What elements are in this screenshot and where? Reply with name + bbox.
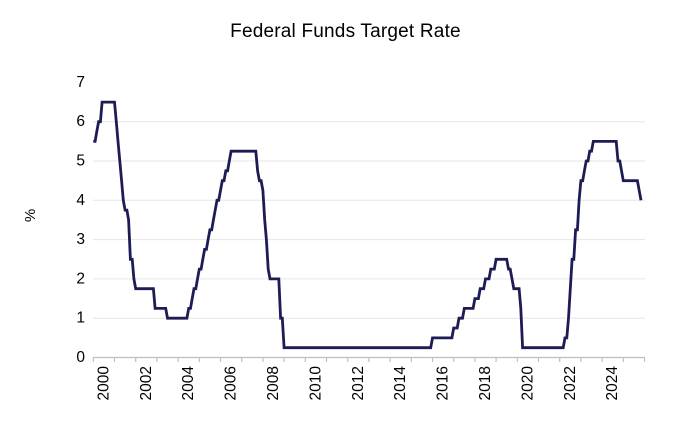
data-series <box>93 100 643 350</box>
chart-title: Federal Funds Target Rate <box>230 21 461 42</box>
x-tick-label: 2016 <box>435 366 452 400</box>
y-tick-label: 1 <box>76 310 85 327</box>
y-tick-label: 5 <box>76 153 85 170</box>
y-tick-label: 0 <box>76 349 85 366</box>
x-tick-label: 2000 <box>95 366 112 401</box>
x-tick-label: 2022 <box>562 366 579 400</box>
x-tick-label: 2024 <box>604 366 621 401</box>
x-tick-label: 2014 <box>392 366 409 401</box>
x-tick-label: 2006 <box>223 366 240 400</box>
y-tick-label: 3 <box>76 231 85 248</box>
x-tick-label: 2012 <box>350 366 367 400</box>
y-tick-label: 4 <box>76 192 85 209</box>
rate-line <box>93 100 643 350</box>
y-tick-label: 2 <box>76 270 85 287</box>
x-tick-label: 2008 <box>265 366 282 400</box>
axes <box>92 356 646 362</box>
x-tick-label: 2018 <box>477 366 494 400</box>
x-tick-label: 2002 <box>138 366 155 400</box>
x-tick-label: 2010 <box>307 366 324 401</box>
axis-tick-labels: 0 1 2 3 4 5 6 7 2000 2002 2004 2006 2008 2010 2012 2014… <box>76 74 621 401</box>
x-tick-label: 2020 <box>519 366 536 401</box>
x-tick-label: 2004 <box>180 366 197 401</box>
y-tick-label: 6 <box>76 113 85 130</box>
y-tick-label: 7 <box>76 74 85 91</box>
gridlines <box>93 121 645 319</box>
